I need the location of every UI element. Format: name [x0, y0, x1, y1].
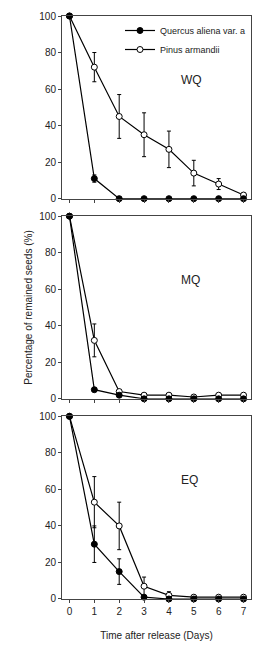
svg-text:0: 0 — [50, 393, 56, 404]
svg-text:Time after release (Days): Time after release (Days) — [100, 630, 212, 641]
svg-text:WQ: WQ — [181, 73, 202, 87]
svg-text:MQ: MQ — [181, 273, 200, 287]
svg-text:4: 4 — [166, 606, 172, 617]
svg-text:5: 5 — [191, 606, 197, 617]
svg-text:100: 100 — [39, 211, 56, 222]
svg-text:60: 60 — [45, 284, 57, 295]
svg-text:0: 0 — [50, 193, 56, 204]
svg-text:0: 0 — [67, 606, 73, 617]
svg-text:1: 1 — [92, 606, 98, 617]
svg-text:100: 100 — [39, 11, 56, 22]
svg-text:Percentage of remained seeds (: Percentage of remained seeds (%) — [23, 230, 34, 385]
svg-text:EQ: EQ — [181, 473, 198, 487]
svg-text:80: 80 — [45, 47, 57, 58]
svg-text:20: 20 — [45, 557, 57, 568]
svg-text:40: 40 — [45, 320, 57, 331]
svg-text:0: 0 — [50, 593, 56, 604]
svg-text:Pinus armandii: Pinus armandii — [160, 45, 220, 55]
svg-text:20: 20 — [45, 157, 57, 168]
svg-text:3: 3 — [141, 606, 147, 617]
svg-text:Quercus aliena var. a: Quercus aliena var. a — [160, 26, 245, 36]
svg-text:6: 6 — [216, 606, 222, 617]
svg-text:2: 2 — [116, 606, 122, 617]
svg-text:40: 40 — [45, 120, 57, 131]
svg-text:80: 80 — [45, 447, 57, 458]
svg-text:100: 100 — [39, 411, 56, 422]
svg-text:20: 20 — [45, 357, 57, 368]
svg-text:7: 7 — [241, 606, 247, 617]
svg-text:60: 60 — [45, 84, 57, 95]
svg-text:40: 40 — [45, 520, 57, 531]
svg-text:60: 60 — [45, 484, 57, 495]
svg-text:80: 80 — [45, 247, 57, 258]
